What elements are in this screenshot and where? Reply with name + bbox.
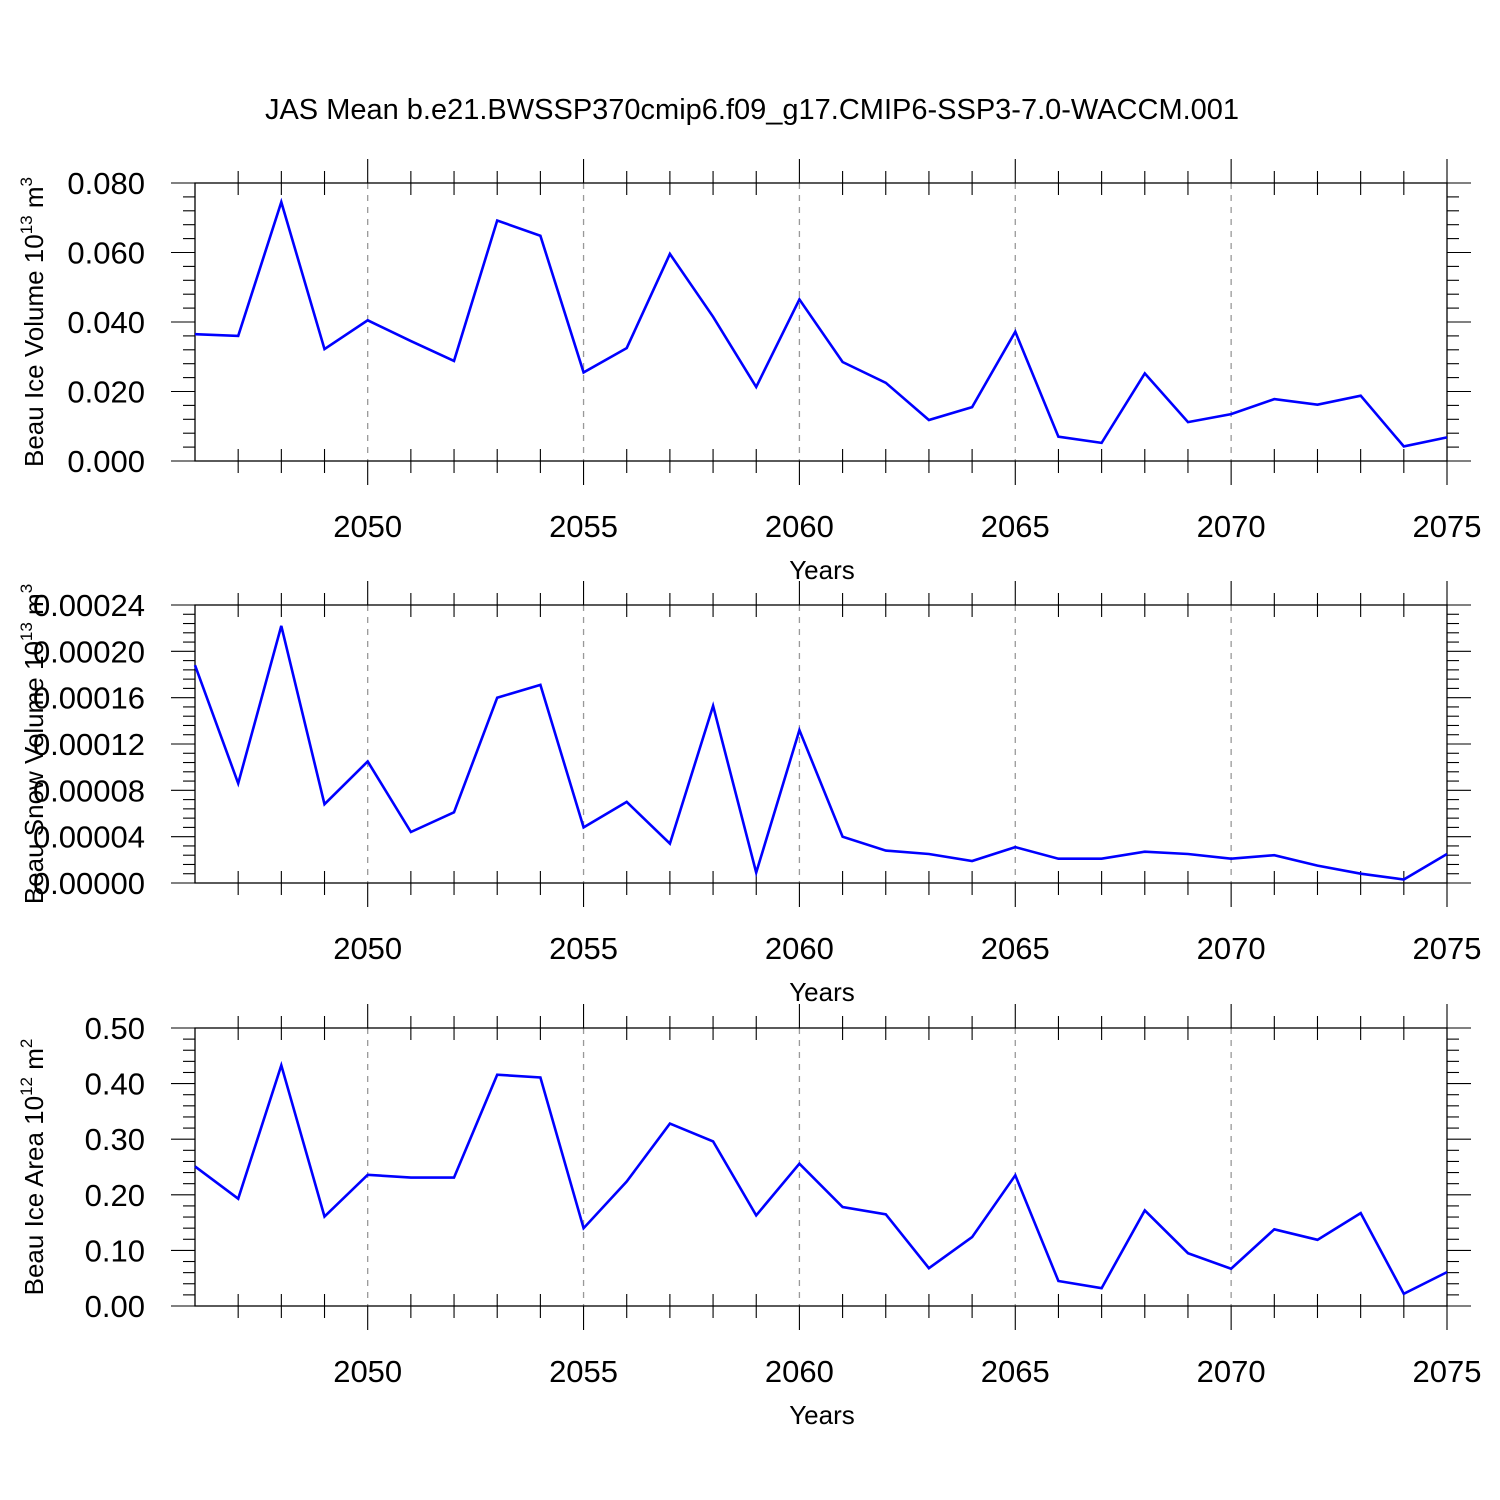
x-tick-label: 2050 <box>333 509 402 544</box>
y-tick-label: 0.00020 <box>33 634 145 669</box>
x-axis-label: Years <box>789 977 855 1007</box>
y-tick-label: 0.00016 <box>33 681 145 716</box>
x-tick-label: 2075 <box>1413 1354 1482 1389</box>
y-tick-label: 0.00 <box>85 1289 145 1324</box>
y-tick-label: 0.30 <box>85 1122 145 1157</box>
x-tick-label: 2075 <box>1413 509 1482 544</box>
y-tick-label: 0.060 <box>67 236 145 271</box>
plot-frame <box>194 604 1448 884</box>
y-tick-label: 0.040 <box>67 305 145 340</box>
y-tick-label: 0.20 <box>85 1178 145 1213</box>
y-tick-label: 0.00008 <box>33 773 145 808</box>
x-axis-label: Years <box>789 1400 855 1430</box>
y-tick-label: 0.40 <box>85 1067 145 1102</box>
x-tick-label: 2055 <box>549 931 618 966</box>
y-tick-label: 0.00000 <box>33 866 145 901</box>
y-axis-label: Beau Ice Area 1012 m2 <box>17 1039 49 1296</box>
x-tick-label: 2050 <box>333 931 402 966</box>
y-tick-label: 0.00012 <box>33 727 145 762</box>
plot-frame <box>194 182 1448 462</box>
y-axis-label: Beau Snow Volume 1013 m3 <box>17 584 49 904</box>
chart-title: JAS Mean b.e21.BWSSP370cmip6.f09_g17.CMI… <box>265 94 1239 126</box>
y-tick-label: 0.10 <box>85 1233 145 1268</box>
x-axis-label: Years <box>789 555 855 585</box>
x-tick-label: 2055 <box>549 509 618 544</box>
x-tick-label: 2060 <box>765 931 834 966</box>
data-series-line <box>194 1060 1448 1296</box>
x-tick-label: 2065 <box>981 1354 1050 1389</box>
x-tick-label: 2060 <box>765 1354 834 1389</box>
panel-1: 2050 2055 2060 2065 2070 2075 Years 0.000 0.020 0… <box>17 159 1481 585</box>
y-tick-label: 0.080 <box>67 166 145 201</box>
data-series-line <box>194 197 1448 448</box>
y-tick-label: 0.00004 <box>33 820 145 855</box>
y-tick-label: 0.50 <box>85 1011 145 1046</box>
y-tick-label: 0.00024 <box>33 588 145 623</box>
panel-2: 2050 2055 2060 2065 2070 2075 Years 0.00000 0.00… <box>17 581 1481 1007</box>
x-tick-label: 2050 <box>333 1354 402 1389</box>
x-tick-label: 2075 <box>1413 931 1482 966</box>
y-axis-label: Beau Ice Volume 1013 m3 <box>17 177 49 467</box>
panel-3: 2050 2055 2060 2065 2070 2075 Years 0.00 0.10 0.2… <box>17 1004 1481 1430</box>
x-tick-label: 2065 <box>981 509 1050 544</box>
x-tick-label: 2060 <box>765 509 834 544</box>
x-tick-label: 2070 <box>1197 1354 1266 1389</box>
y-tick-label: 0.000 <box>67 444 145 479</box>
x-tick-label: 2065 <box>981 931 1050 966</box>
x-tick-label: 2070 <box>1197 931 1266 966</box>
x-tick-label: 2070 <box>1197 509 1266 544</box>
plot-frame <box>194 1027 1448 1307</box>
data-series-line <box>193 625 1448 881</box>
x-tick-label: 2055 <box>549 1354 618 1389</box>
y-tick-label: 0.020 <box>67 375 145 410</box>
